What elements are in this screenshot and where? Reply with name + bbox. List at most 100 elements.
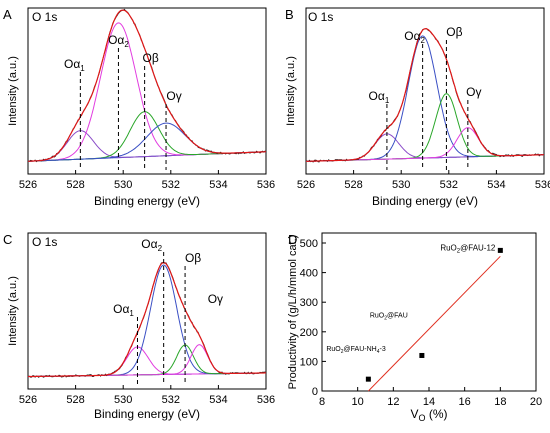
y-axis-label: Intensity (a.u.) [285, 56, 297, 126]
plot-frame [305, 7, 545, 175]
x-tick-label: 536 [257, 394, 275, 406]
curves [305, 27, 545, 163]
y-axis-label: Intensity (a.u.) [7, 276, 19, 346]
experimental-curve [27, 8, 266, 163]
peak-labels: Oα1 Oα2 Oβ Oγ [369, 25, 482, 170]
data-point [419, 352, 425, 358]
plot-frame [27, 7, 267, 175]
panel-letter: C [3, 232, 12, 247]
x-tick-label: 532 [162, 179, 180, 191]
y-tick-label: 200 [300, 327, 318, 339]
x-tick-label: 528 [66, 179, 84, 191]
x-tick-label: 534 [209, 394, 227, 406]
plot-frame [321, 232, 537, 392]
x-tick-label: 8 [319, 396, 325, 408]
y-tick-label: 100 [300, 356, 318, 368]
x-tick-label: 528 [66, 394, 84, 406]
fit-line-group [368, 255, 501, 392]
y-tick-label: 400 [300, 268, 318, 280]
x-axis-label: VO (%) [410, 407, 447, 423]
data-points [365, 247, 503, 382]
x-axis-label: Binding energy (eV) [94, 407, 200, 421]
fitted-envelope-curve [306, 28, 544, 162]
x-tick-label: 16 [459, 396, 471, 408]
panel-c: C O 1s 526 528 530 532 534 536 Oα1 Oα2 Oβ Oγ Bin… [3, 232, 275, 421]
y-tick-label: 0 [312, 386, 318, 398]
x-tick-label: 528 [344, 179, 362, 191]
point-label: RuO2@FAU-NH4-3 [326, 346, 385, 355]
x-axis-label: Binding energy (eV) [372, 194, 478, 208]
panel-title: O 1s [32, 10, 57, 24]
x-tick-label: 20 [530, 396, 542, 408]
peak-curve-1 [27, 346, 266, 378]
peak-curve-2 [27, 264, 266, 378]
x-tick-label: 526 [19, 394, 37, 406]
peak-label: Oα2 [404, 29, 425, 45]
y-axis-label: Intensity (a.u.) [7, 56, 19, 126]
x-tick-label: 536 [257, 179, 275, 191]
x-ticks: 526 528 530 532 534 536 [297, 170, 550, 191]
x-ticks: 526 528 530 532 534 536 [19, 385, 275, 406]
x-tick-label: 530 [114, 179, 132, 191]
experimental-curve [27, 261, 267, 378]
x-tick-label: 526 [297, 179, 315, 191]
x-tick-label: 530 [392, 179, 410, 191]
peak-label: Oγ [166, 89, 181, 103]
panel-letter: D [288, 232, 297, 247]
plot-frame [27, 232, 267, 390]
panel-a: A O 1s 526 528 530 532 534 536 Oα1 Oα2 Oβ Oγ Bin… [3, 7, 275, 208]
y-tick-label: 500 [300, 238, 318, 250]
x-tick-label: 526 [19, 179, 37, 191]
peak-labels: Oα1 Oα2 Oβ Oγ [64, 33, 182, 170]
peak-label: Oα1 [64, 57, 85, 73]
x-tick-label: 14 [423, 396, 435, 408]
panel-letter: A [3, 7, 12, 22]
x-tick-label: 534 [487, 179, 505, 191]
y-tick-label: 300 [300, 297, 318, 309]
fitted-envelope-curve [27, 261, 266, 378]
x-tick-label: 532 [162, 394, 180, 406]
x-tick-label: 10 [352, 396, 364, 408]
curves [27, 8, 267, 163]
peak-label: Oβ [446, 25, 462, 39]
data-point [365, 376, 371, 382]
peak-curve-2 [306, 35, 544, 162]
peak-label: Oα1 [369, 89, 390, 105]
y-axis-label: Productivity of (g/L/h/mmol cat.) [287, 235, 299, 390]
peak-curve-4 [27, 122, 267, 162]
x-axis-label: Binding energy (eV) [94, 194, 200, 208]
x-ticks: 526 528 530 532 534 536 [19, 170, 275, 191]
point-label: RuO2@FAU [370, 312, 408, 321]
peak-curve-2 [27, 22, 267, 162]
experimental-curve [305, 27, 545, 163]
panel-title: O 1s [308, 10, 333, 24]
peak-curve-3 [306, 93, 544, 162]
fit-line [368, 255, 501, 392]
peak-curve-1 [306, 133, 544, 162]
panel-letter: B [285, 7, 294, 22]
x-tick-label: 536 [535, 179, 550, 191]
peak-label: Oα1 [113, 302, 134, 318]
peak-labels: Oα1 Oα2 Oβ Oγ [113, 237, 223, 385]
x-tick-label: 18 [494, 396, 506, 408]
panel-title: O 1s [32, 235, 57, 249]
peak-curve-3 [27, 344, 266, 378]
peak-label: Oγ [466, 85, 481, 99]
x-tick-label: 532 [440, 179, 458, 191]
peak-label: Oβ [142, 51, 158, 65]
peak-curve-4 [27, 344, 266, 378]
x-tick-label: 530 [114, 394, 132, 406]
panel-b: B O 1s 526 528 530 532 534 536 Oα1 Oα2 Oβ Oγ Bin… [285, 7, 550, 208]
peak-label: Oα2 [141, 237, 162, 253]
x-tick-label: 534 [209, 179, 227, 191]
fitted-envelope-curve [27, 9, 267, 162]
point-label: RuO2@FAU-12 [440, 243, 496, 254]
peak-label: Oβ [185, 251, 201, 265]
data-point [497, 247, 503, 253]
x-tick-label: 12 [387, 396, 399, 408]
peak-label: Oγ [208, 292, 223, 306]
curves [27, 261, 267, 378]
